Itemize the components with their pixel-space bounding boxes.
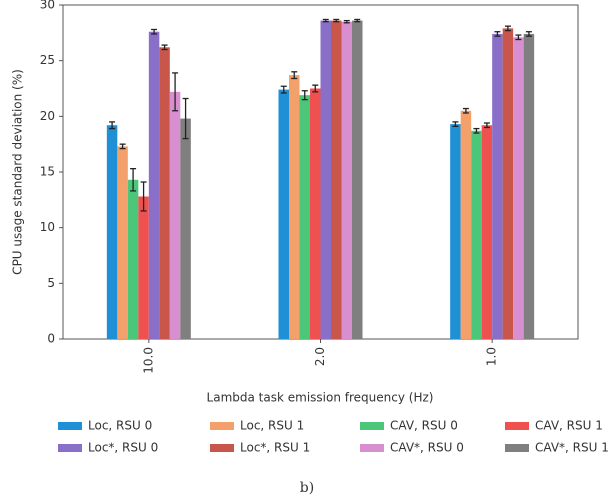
bar: [513, 37, 524, 339]
bar: [450, 124, 461, 339]
legend-label: Loc*, RSU 1: [240, 441, 310, 455]
y-tick-label: 30: [40, 0, 55, 12]
legend-swatch: [58, 422, 82, 430]
bar: [481, 125, 493, 340]
y-tick-label: 20: [40, 109, 55, 123]
bar: [460, 110, 472, 340]
bar: [106, 125, 118, 340]
y-tick-label: 0: [47, 332, 55, 346]
y-tick-label: 10: [40, 220, 55, 234]
bar: [169, 91, 181, 339]
bar: [159, 47, 170, 339]
legend-label: CAV*, RSU 1: [535, 441, 609, 455]
bar: [289, 75, 300, 339]
bar: [331, 20, 342, 339]
bar: [320, 20, 331, 339]
legend-swatch: [360, 444, 384, 452]
bar: [148, 31, 160, 339]
bar: [310, 88, 321, 339]
x-tick-label: 2.0: [313, 347, 327, 366]
legend-swatch: [210, 422, 234, 430]
legend-label: Loc, RSU 0: [88, 419, 152, 433]
legend-label: Loc*, RSU 0: [88, 441, 158, 455]
bar: [492, 33, 503, 340]
legend-label: CAV*, RSU 0: [390, 441, 464, 455]
legend-swatch: [505, 422, 529, 430]
y-axis-title: CPU usage standard deviation (%): [11, 69, 25, 275]
legend-swatch: [210, 444, 234, 452]
bar: [117, 146, 128, 339]
x-tick-label: 10.0: [141, 347, 155, 374]
bar: [180, 118, 191, 339]
x-tick-label: 1.0: [485, 347, 499, 366]
bar: [471, 130, 482, 339]
bar: [341, 21, 352, 339]
bar: [138, 196, 149, 339]
legend-swatch: [58, 444, 82, 452]
legend-swatch: [360, 422, 384, 430]
bar: [352, 20, 363, 339]
x-axis-title: Lambda task emission frequency (Hz): [207, 391, 434, 405]
bar: [523, 33, 535, 340]
legend-label: CAV, RSU 1: [535, 419, 603, 433]
caption: b): [300, 480, 314, 496]
legend-label: Loc, RSU 1: [240, 419, 304, 433]
legend-swatch: [505, 444, 529, 452]
y-tick-label: 25: [40, 53, 55, 67]
bar: [299, 95, 310, 340]
y-tick-label: 5: [47, 276, 55, 290]
bar: [502, 28, 514, 339]
bar: [278, 89, 289, 339]
legend-label: CAV, RSU 0: [390, 419, 458, 433]
y-tick-label: 15: [40, 165, 55, 179]
bar: [127, 179, 139, 339]
